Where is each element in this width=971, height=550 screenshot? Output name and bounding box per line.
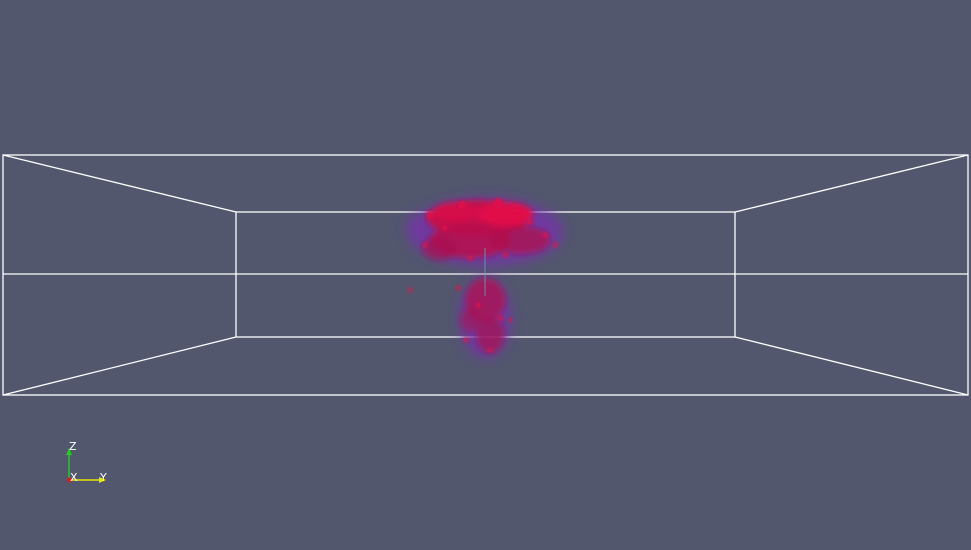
x-axis-label: X (70, 471, 78, 484)
orientation-axes-widget: Z X Y (66, 440, 107, 484)
y-axis-arrow (99, 477, 106, 483)
volume-speckles (407, 198, 558, 353)
volume-render (406, 198, 563, 358)
outline-edge (2, 154, 237, 213)
x-axis-dot (66, 477, 72, 483)
z-axis-arrow (66, 448, 72, 455)
outline-edge (734, 336, 969, 396)
outline-edge (2, 336, 237, 396)
outline-edge (734, 154, 969, 213)
z-axis-label: Z (69, 440, 77, 453)
y-axis-label: Y (99, 471, 107, 484)
outline-front-face (2, 154, 969, 396)
volume-core (422, 200, 550, 353)
